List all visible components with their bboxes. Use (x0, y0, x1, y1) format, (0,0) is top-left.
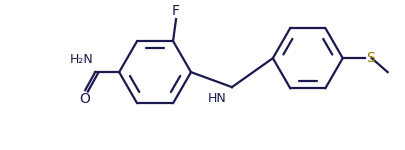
Text: S: S (366, 51, 375, 65)
Text: O: O (79, 92, 90, 106)
Text: HN: HN (208, 92, 227, 105)
Text: H₂N: H₂N (69, 53, 93, 66)
Text: F: F (172, 4, 180, 18)
